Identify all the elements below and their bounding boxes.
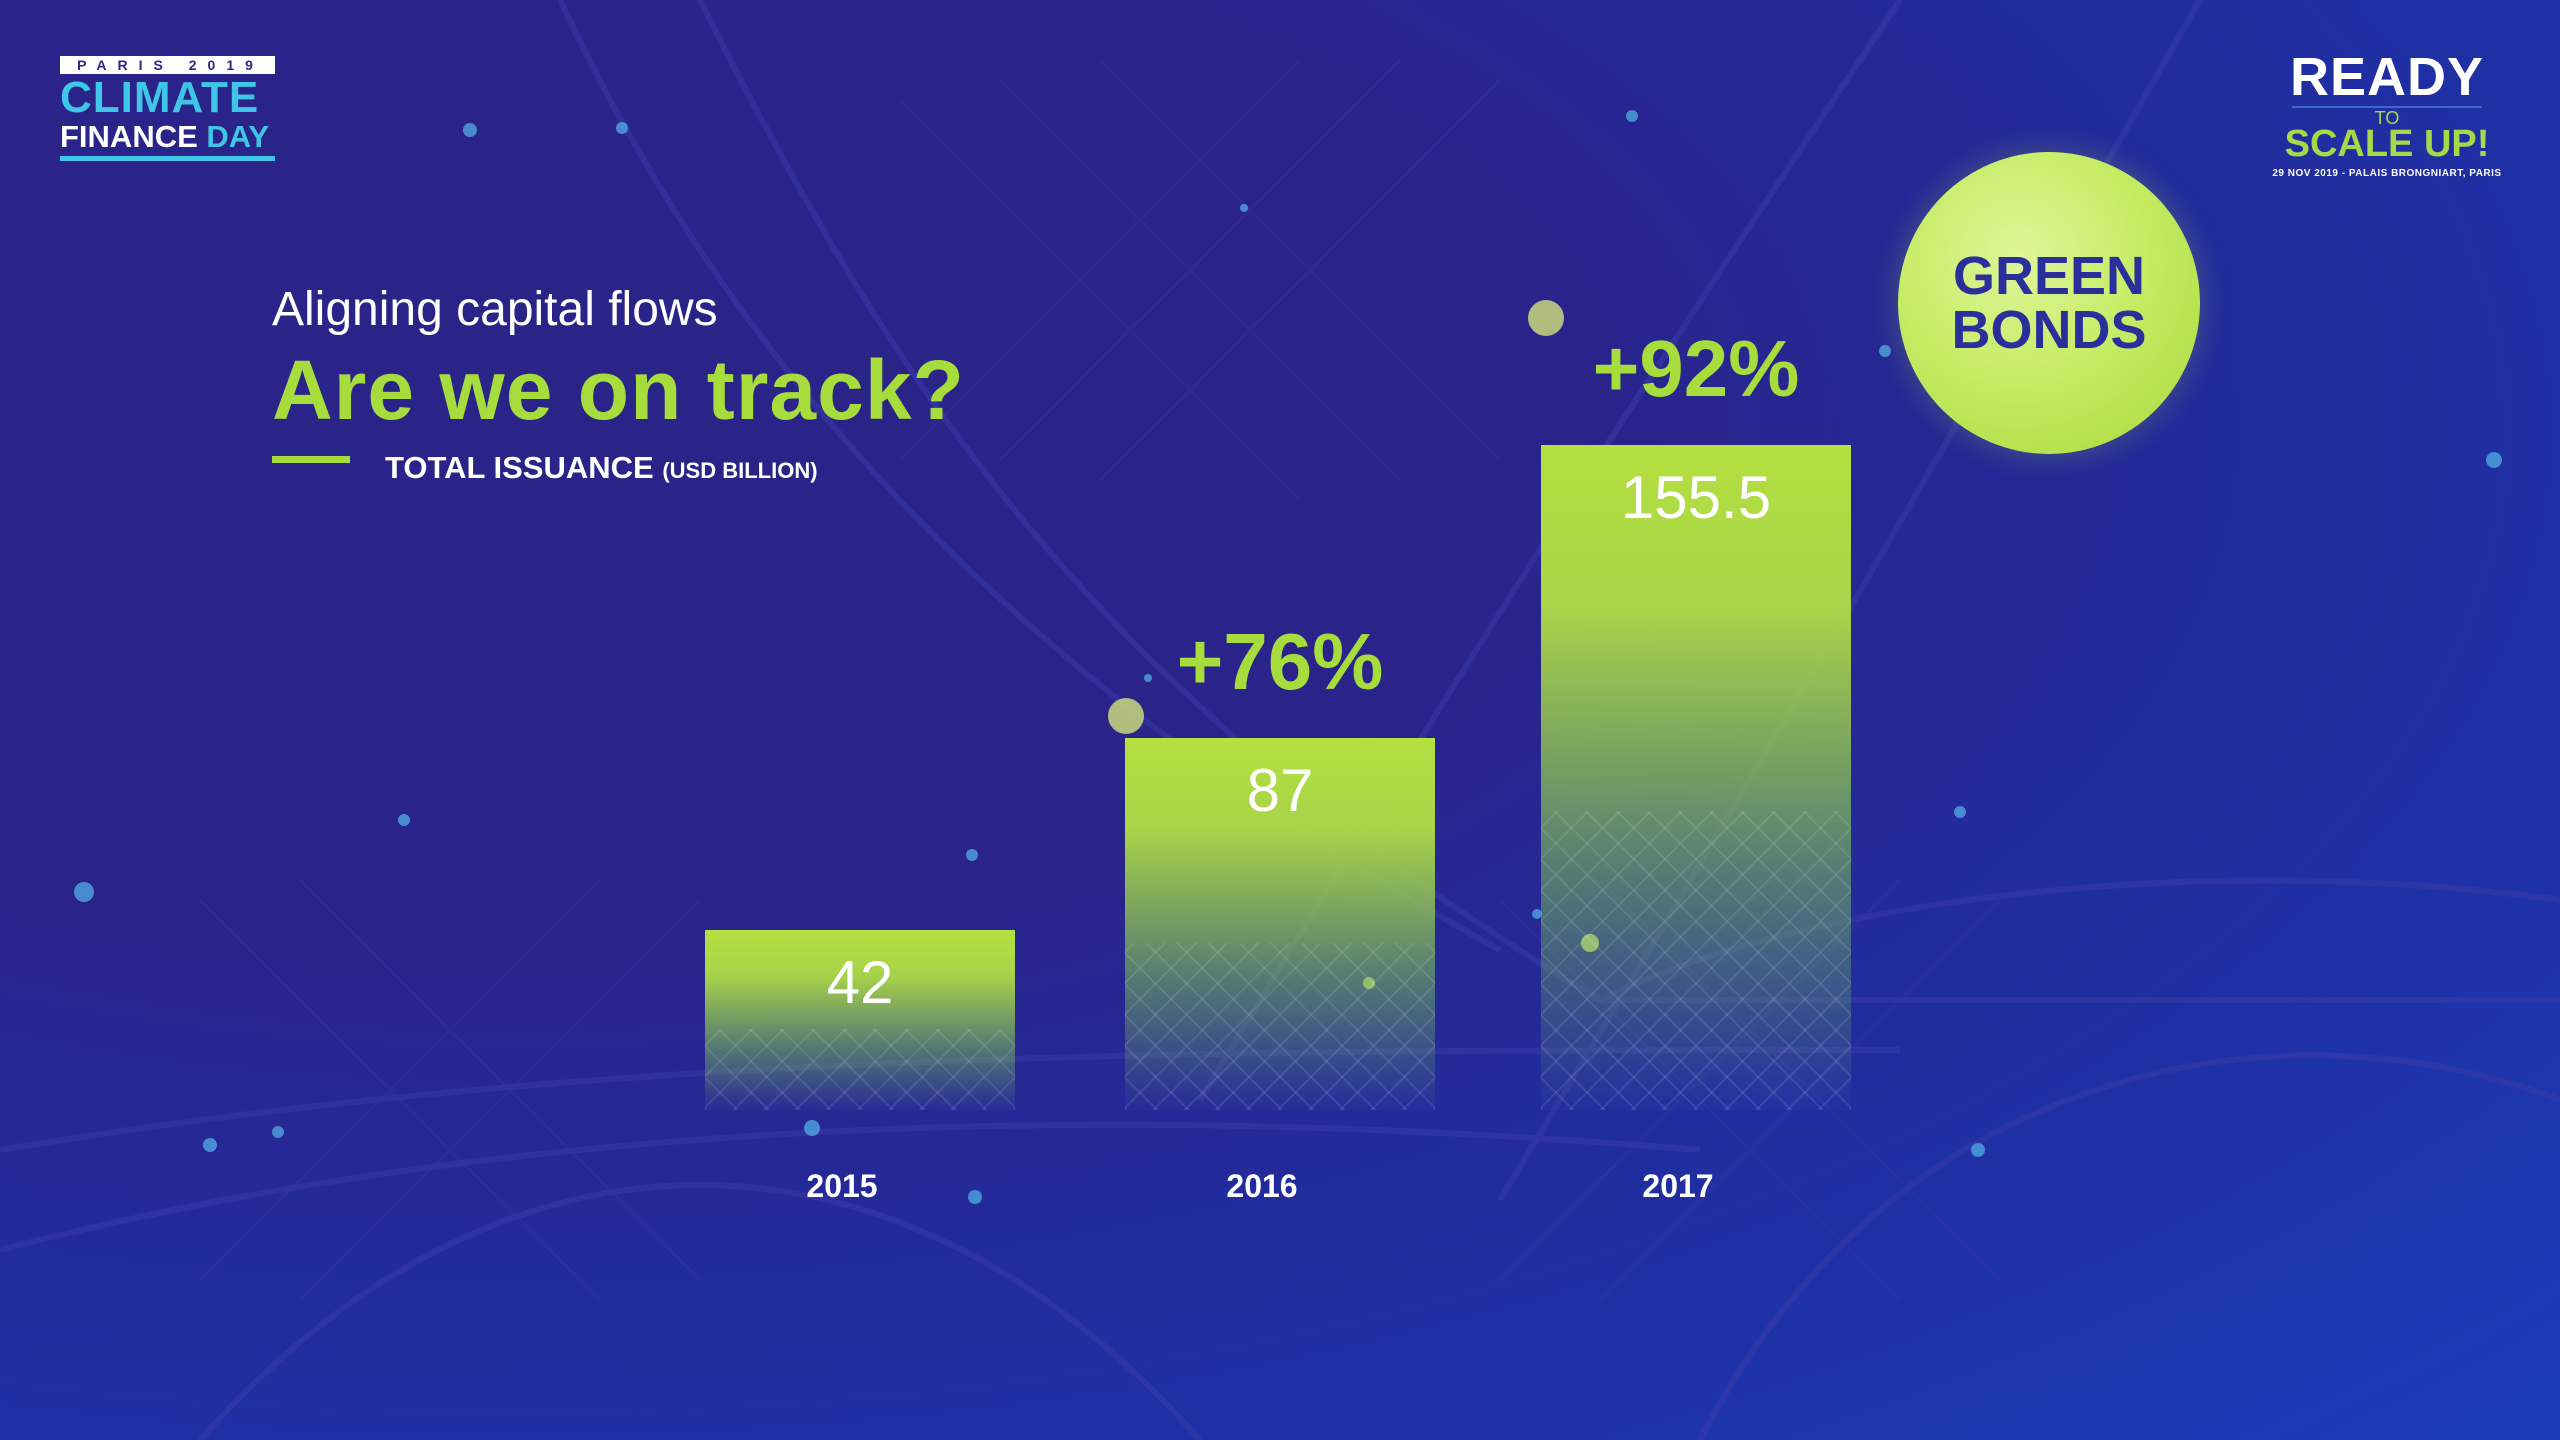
logo-finance-line: FINANCE DAY <box>60 120 275 154</box>
chart-title: TOTAL ISSUANCE (USD BILLION) <box>385 450 818 486</box>
bar-2016 <box>1125 737 1435 1111</box>
ready-text: READY <box>2289 47 2485 107</box>
climate-finance-day-logo: PARIS 2019 CLIMATE FINANCE DAY <box>60 56 275 161</box>
year-label-2016: 2016 <box>1226 1168 1298 1204</box>
slide-subtitle: Aligning capital flows <box>272 283 718 336</box>
green-bonds-badge-text: GREEN BONDS <box>1951 246 2147 360</box>
bar-2017 <box>1541 445 1851 1110</box>
ready-to-scale-up-logo: READY TO SCALE UP! 29 NOV 2019 - PALAIS … <box>2272 50 2502 179</box>
accent-rule <box>272 456 350 463</box>
green-bonds-badge: GREEN BONDS <box>1898 152 2200 454</box>
logo-underline <box>60 156 275 161</box>
bar-value-label-2016: 87 <box>1246 756 1314 824</box>
year-label-2015: 2015 <box>806 1168 878 1204</box>
logo-finance-word: FINANCE <box>60 119 198 154</box>
slide-headline: Are we on track? <box>272 343 965 437</box>
bar-2015 <box>705 930 1015 1110</box>
bar-value-label-2015: 42 <box>826 949 894 1017</box>
chart-title-main: TOTAL ISSUANCE <box>385 450 654 485</box>
year-label-2017: 2017 <box>1642 1168 1714 1204</box>
growth-label-2017: +92% <box>1592 324 1800 413</box>
to-text: TO <box>2292 106 2482 128</box>
logo-climate-text: CLIMATE <box>60 73 260 122</box>
bar-value-label-2017: 155.5 <box>1620 464 1772 531</box>
growth-label-2016: +76% <box>1176 616 1384 706</box>
logo-top-line: PARIS 2019 <box>60 56 275 74</box>
scale-up-text: SCALE UP! <box>2284 123 2490 165</box>
logo-day-word: DAY <box>206 119 270 154</box>
chart-title-unit: (USD BILLION) <box>662 458 818 483</box>
event-date-venue: 29 NOV 2019 - PALAIS BRONGNIART, PARIS <box>2272 168 2502 179</box>
